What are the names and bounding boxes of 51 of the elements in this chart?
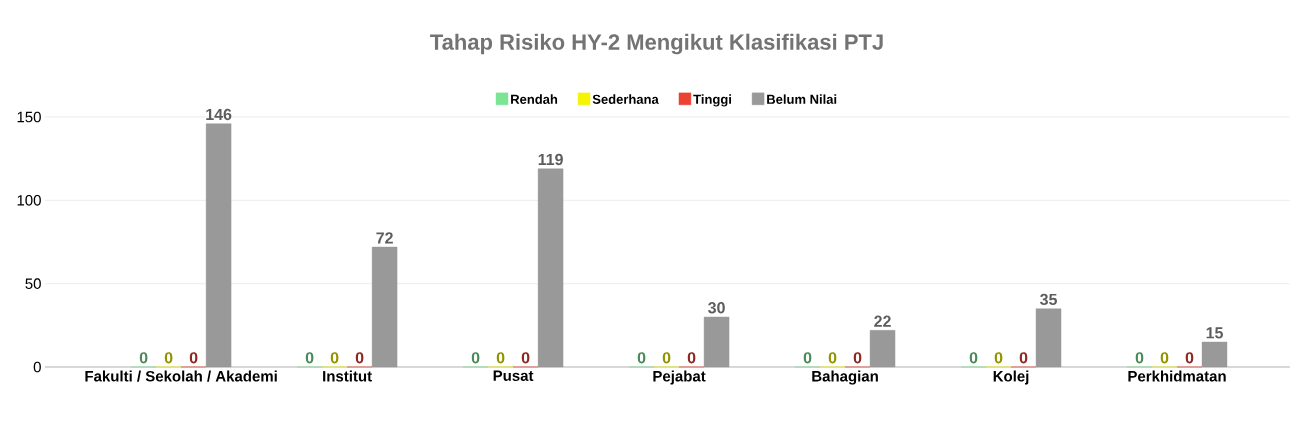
x-tick-label: Bahagian	[812, 370, 878, 385]
data-label: 22	[874, 315, 891, 327]
data-label: 0	[496, 352, 505, 364]
x-tick-label: Institut	[323, 370, 372, 382]
data-label: 0	[1135, 352, 1144, 364]
data-label: 0	[803, 352, 812, 364]
legend-label: Belum Nilai	[767, 94, 837, 104]
data-label: 0	[853, 352, 862, 364]
data-label: 0	[969, 352, 978, 364]
legend-label: Rendah	[511, 94, 558, 104]
data-label: 15	[1206, 327, 1223, 339]
y-tick-label: 150	[17, 111, 41, 123]
x-tick-label: Perkhidmatan	[1128, 370, 1226, 382]
data-label: 0	[139, 352, 148, 364]
bar	[1035, 308, 1062, 368]
data-label: 0	[687, 352, 696, 364]
legend-label: Tinggi	[693, 94, 731, 107]
data-label: 0	[994, 352, 1003, 364]
data-label: 0	[521, 352, 530, 364]
data-label: 0	[828, 352, 837, 364]
legend-label: Sederhana	[592, 94, 659, 104]
data-label: 0	[305, 352, 314, 364]
data-label: 0	[189, 352, 198, 364]
data-label: 30	[708, 302, 725, 314]
data-label: 0	[662, 352, 671, 364]
data-label: 72	[376, 232, 393, 244]
bar	[869, 330, 896, 368]
chart-title: Tahap Risiko HY-2 Mengikut Klasifikasi PTJ	[430, 33, 883, 55]
bar	[371, 246, 398, 368]
data-label: 0	[1019, 352, 1028, 364]
data-label: 0	[330, 352, 339, 364]
x-tick-label: Fakulti / Sekolah / Akademi	[85, 370, 277, 382]
data-label: 0	[1160, 352, 1169, 364]
x-tick-label: Kolej	[993, 370, 1029, 385]
data-label: 0	[164, 352, 173, 364]
data-label: 146	[206, 108, 232, 121]
y-tick-label: 0	[33, 361, 41, 373]
bar	[537, 168, 564, 368]
bar	[1201, 341, 1228, 368]
data-label: 0	[355, 352, 364, 364]
data-label: 35	[1040, 293, 1057, 306]
x-tick-label: Pusat	[493, 370, 534, 381]
data-label: 119	[538, 153, 563, 166]
data-label: 0	[1185, 352, 1194, 364]
data-label: 0	[637, 352, 646, 364]
y-tick-label: 50	[25, 278, 41, 289]
data-label: 0	[471, 352, 480, 364]
bar	[703, 316, 730, 368]
bar	[205, 123, 232, 368]
x-tick-label: Pejabat	[653, 370, 706, 385]
y-tick-label: 100	[17, 195, 41, 206]
